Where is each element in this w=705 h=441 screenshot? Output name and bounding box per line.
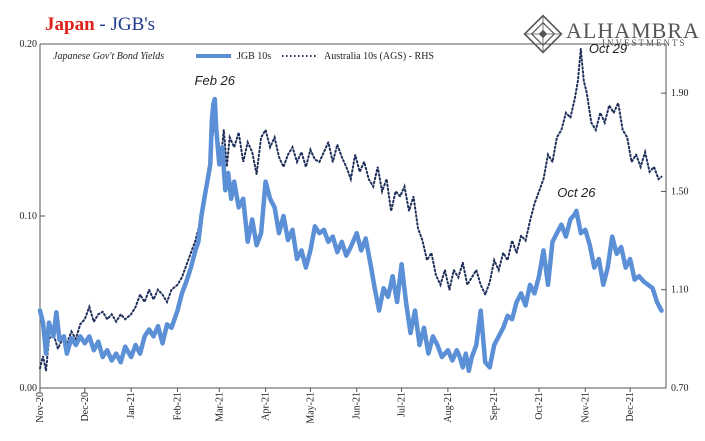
x-tick-label: Nov-20	[35, 392, 46, 423]
x-tick-label: Nov-21	[580, 392, 591, 423]
logo-emblem-icon	[523, 14, 563, 54]
left-y-tick-label: 0.20	[20, 39, 38, 50]
right-y-tick-label: 0.70	[671, 383, 689, 394]
x-tick-label: Jan-21	[126, 392, 137, 419]
series-line-australia-10s	[39, 48, 663, 371]
x-tick-label: Oct-21	[534, 392, 545, 420]
x-tick-label: Jul-21	[397, 392, 408, 417]
title-part-jgbs: JGB's	[110, 14, 155, 35]
left-y-tick-label: 0.10	[20, 211, 38, 222]
chart-title: Japan - JGB's	[45, 14, 155, 35]
right-y-tick-label: 1.10	[671, 285, 689, 296]
left-y-axis-ticks: 0.00 0.10 0.20	[20, 39, 45, 394]
x-tick-label: Dec-21	[625, 392, 636, 421]
left-y-tick-label: 0.00	[20, 383, 38, 394]
series-line-jgb-10s	[37, 96, 664, 374]
x-axis-ticks: Nov-20 Dec-20 Jan-21 Feb-21 Mar-21 Apr-21 May-…	[35, 388, 636, 424]
annotation-label: Feb 26	[195, 73, 236, 88]
logo-subtitle: INVESTMENTS	[602, 38, 687, 48]
chart-legend: JGB 10s Australia 10s (AGS) - RHS	[196, 51, 434, 62]
chart-annotations: Feb 26 Oct 26 Oct 29	[195, 41, 628, 200]
logo-name: ALHAMBRA	[566, 18, 700, 43]
right-y-tick-label: 1.90	[671, 88, 689, 99]
x-tick-label: May-21	[305, 392, 316, 424]
annotation-label: Oct 26	[557, 185, 596, 200]
legend-label-jgb-10s: JGB 10s	[237, 51, 271, 62]
x-tick-label: Apr-21	[261, 392, 272, 421]
x-tick-label: Mar-21	[214, 392, 225, 422]
alhambra-logo: ALHAMBRA INVESTMENTS	[523, 14, 700, 54]
right-y-tick-label: 1.50	[671, 186, 689, 197]
x-tick-label: Dec-20	[80, 392, 91, 421]
right-y-axis-ticks: 0.70 1.10 1.50 1.90	[661, 88, 689, 394]
chart-subtitle: Japanese Gov't Bond Yields	[53, 51, 164, 62]
x-tick-label: Jun-21	[352, 392, 363, 419]
x-tick-label: Sep-21	[489, 392, 500, 420]
title-separator: -	[95, 14, 111, 35]
x-tick-label: Feb-21	[172, 392, 183, 420]
annotation-label: Oct 29	[589, 41, 627, 56]
title-part-japan: Japan	[45, 14, 95, 35]
legend-label-australia-10s: Australia 10s (AGS) - RHS	[324, 51, 434, 62]
x-tick-label: Aug-21	[443, 392, 454, 423]
